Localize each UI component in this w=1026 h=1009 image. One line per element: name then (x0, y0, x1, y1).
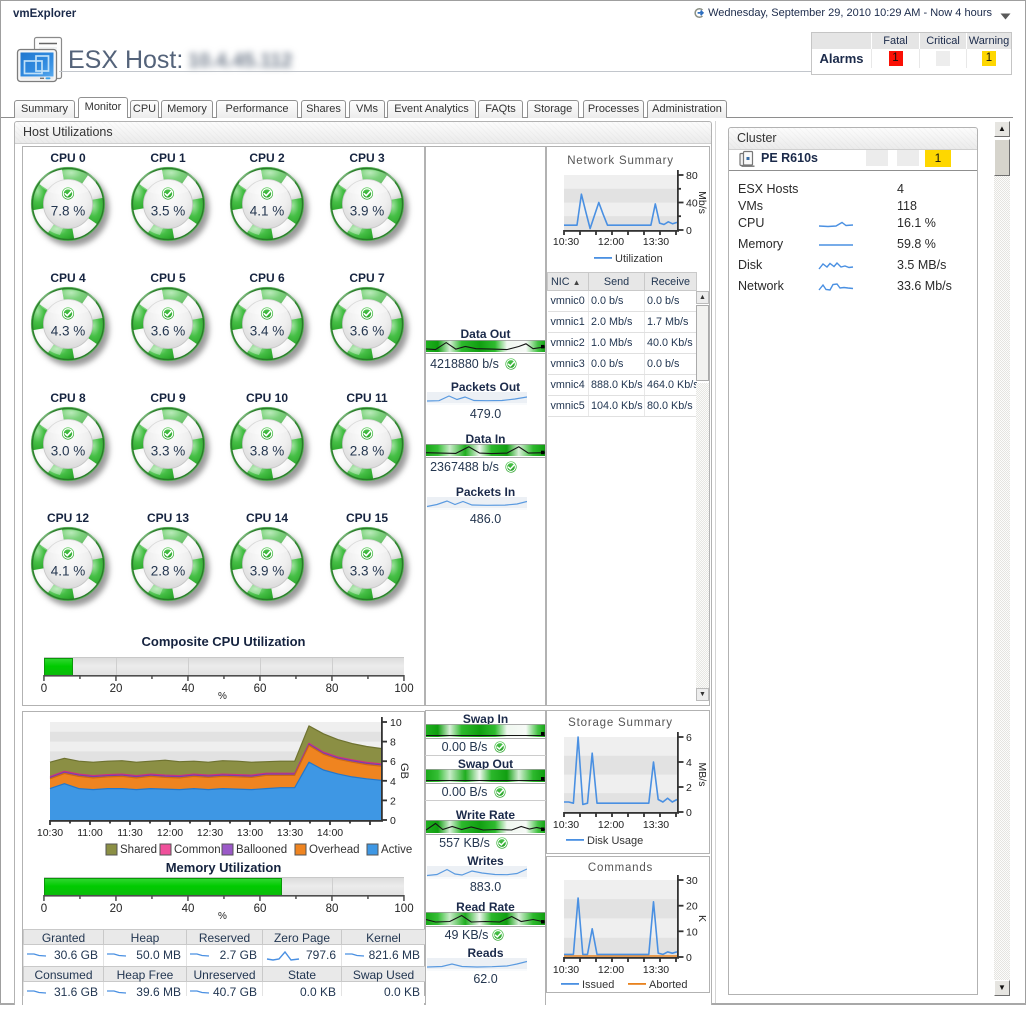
svg-text:12:00: 12:00 (598, 964, 624, 976)
svg-text:2.8 %: 2.8 % (350, 444, 385, 459)
svg-text:3.0 %: 3.0 % (51, 444, 86, 459)
svg-text:30: 30 (686, 875, 698, 887)
svg-text:Issued: Issued (582, 979, 614, 991)
svg-text:3.5 %: 3.5 % (151, 204, 186, 219)
svg-text:3.4 %: 3.4 % (250, 324, 285, 339)
svg-text:80: 80 (686, 170, 698, 182)
svg-text:11:30: 11:30 (117, 827, 143, 839)
svg-text:60: 60 (254, 903, 267, 915)
svg-text:10:30: 10:30 (553, 964, 579, 976)
svg-text:4.1 %: 4.1 % (51, 564, 86, 579)
svg-text:0: 0 (686, 807, 692, 819)
svg-text:3.8 %: 3.8 % (250, 444, 285, 459)
svg-text:20: 20 (686, 901, 698, 913)
svg-text:40: 40 (182, 683, 195, 695)
svg-text:100: 100 (394, 683, 413, 695)
svg-text:Network Summary: Network Summary (567, 155, 674, 167)
svg-text:K: K (696, 915, 708, 922)
svg-text:Storage Summary: Storage Summary (568, 717, 673, 729)
svg-text:12:30: 12:30 (197, 827, 223, 839)
svg-text:Aborted: Aborted (649, 979, 688, 991)
svg-text:3.3 %: 3.3 % (350, 564, 385, 579)
svg-text:Disk Usage: Disk Usage (587, 835, 643, 847)
svg-text:Commands: Commands (588, 862, 653, 874)
svg-text:3.9 %: 3.9 % (250, 564, 285, 579)
svg-text:2: 2 (686, 782, 692, 794)
svg-text:80: 80 (326, 683, 339, 695)
svg-text:14:00: 14:00 (317, 827, 343, 839)
svg-text:7.8 %: 7.8 % (51, 204, 86, 219)
svg-text:12:00: 12:00 (598, 236, 624, 248)
svg-text:Utilization: Utilization (615, 253, 663, 265)
svg-text:12:00: 12:00 (598, 819, 624, 831)
svg-text:10:30: 10:30 (37, 827, 63, 839)
svg-text:Shared: Shared (120, 844, 157, 856)
svg-text:3.3 %: 3.3 % (151, 444, 186, 459)
svg-text:8: 8 (390, 737, 396, 749)
svg-text:100: 100 (394, 903, 413, 915)
svg-text:6: 6 (390, 756, 396, 768)
svg-text:MB/s: MB/s (696, 763, 708, 787)
svg-text:GB: GB (398, 763, 410, 779)
svg-text:4: 4 (390, 776, 396, 788)
svg-text:10:30: 10:30 (553, 236, 579, 248)
svg-text:Common: Common (174, 844, 221, 856)
svg-text:0: 0 (686, 952, 692, 964)
svg-text:12:00: 12:00 (157, 827, 183, 839)
svg-text:Ballooned: Ballooned (236, 844, 287, 856)
svg-text:4: 4 (686, 757, 692, 769)
svg-text:20: 20 (110, 903, 123, 915)
svg-text:20: 20 (110, 683, 123, 695)
svg-text:6: 6 (686, 732, 692, 744)
svg-text:Active: Active (381, 844, 412, 856)
svg-text:13:30: 13:30 (643, 236, 669, 248)
svg-text:13:00: 13:00 (237, 827, 263, 839)
svg-text:0: 0 (41, 903, 47, 915)
svg-text:40: 40 (182, 903, 195, 915)
svg-text:10: 10 (686, 926, 698, 938)
svg-text:13:30: 13:30 (643, 819, 669, 831)
svg-text:0: 0 (41, 683, 47, 695)
svg-text:2.8 %: 2.8 % (151, 564, 186, 579)
svg-text:Mb/s: Mb/s (696, 191, 708, 214)
svg-text:10: 10 (390, 717, 402, 729)
svg-text:3.6 %: 3.6 % (151, 324, 186, 339)
svg-text:60: 60 (254, 683, 267, 695)
svg-text:13:30: 13:30 (277, 827, 303, 839)
svg-text:10:30: 10:30 (553, 819, 579, 831)
svg-text:2: 2 (390, 795, 396, 807)
svg-text:40: 40 (686, 198, 698, 210)
svg-text:80: 80 (326, 903, 339, 915)
svg-text:Overhead: Overhead (309, 844, 360, 856)
svg-text:13:30: 13:30 (643, 964, 669, 976)
svg-text:0: 0 (390, 815, 396, 827)
svg-text:4.1 %: 4.1 % (250, 204, 285, 219)
svg-text:3.9 %: 3.9 % (350, 204, 385, 219)
svg-text:3.6 %: 3.6 % (350, 324, 385, 339)
svg-text:0: 0 (686, 225, 692, 237)
svg-text:11:00: 11:00 (77, 827, 103, 839)
svg-text:4.3 %: 4.3 % (51, 324, 86, 339)
